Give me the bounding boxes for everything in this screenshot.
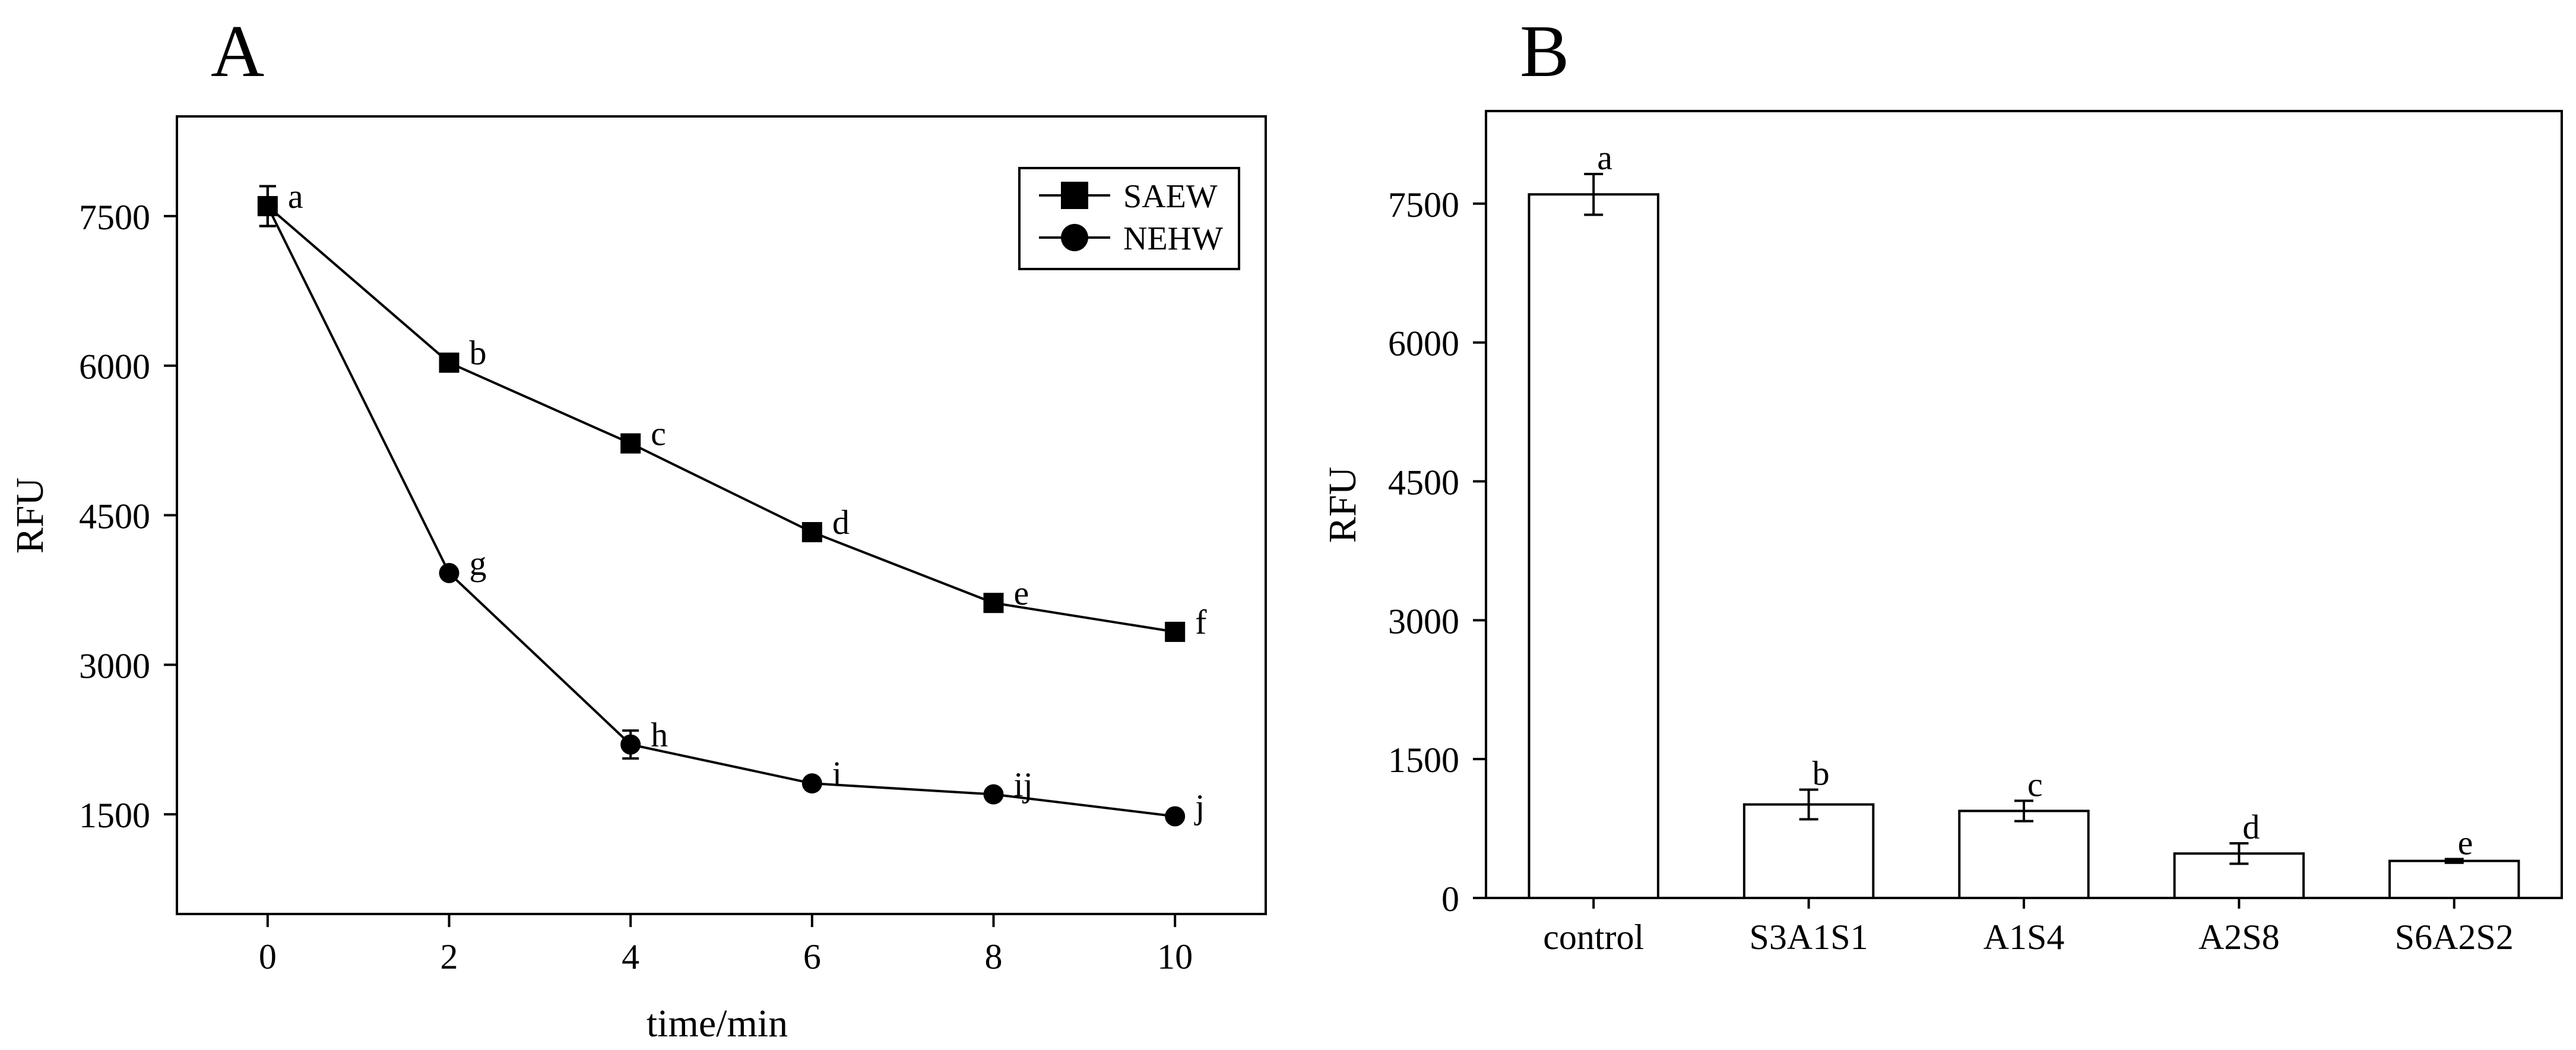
saew-series-line <box>267 205 1175 633</box>
y-tick-label: 3000 <box>1388 602 1459 641</box>
saew-point <box>439 352 460 373</box>
saew-significance-label: b <box>470 334 487 372</box>
nehw-point <box>1165 806 1186 827</box>
significance-label: c <box>2027 765 2043 804</box>
x-tick-label: 0 <box>259 937 277 976</box>
nehw-series-line <box>267 205 1175 818</box>
significance-label: e <box>2458 824 2473 862</box>
panel-b-y-axis-label: RFU <box>1321 467 1364 543</box>
y-tick-label: 3000 <box>79 646 150 685</box>
bar-s6a2s2 <box>2388 859 2520 900</box>
bar-control <box>1528 193 1659 900</box>
y-tick-label: 4500 <box>1388 463 1459 502</box>
legend-saew-label: SAEW <box>1123 178 1218 215</box>
saew-significance-label: e <box>1014 574 1029 612</box>
y-tick-label: 7500 <box>79 198 150 237</box>
significance-label: a <box>1597 138 1612 177</box>
y-tick-label: 6000 <box>1388 324 1459 363</box>
significance-label: d <box>2242 808 2260 846</box>
nehw-point <box>983 784 1004 805</box>
y-tick-label: 1500 <box>79 796 150 835</box>
x-tick-label: 8 <box>985 937 1003 976</box>
saew-point <box>801 522 822 543</box>
y-tick-label: 0 <box>1441 880 1459 919</box>
saew-point <box>1165 621 1186 642</box>
panel-a-y-ticks: 1500 3000 4500 6000 7500 <box>79 198 177 835</box>
panel-a-legend[interactable]: SAEW NEHW <box>1018 167 1240 270</box>
legend-nehw-label: NEHW <box>1123 220 1223 257</box>
y-tick-label: 6000 <box>79 347 150 387</box>
x-tick-label: 2 <box>441 937 458 976</box>
x-tick-label: S6A2S2 <box>2395 918 2514 957</box>
saew-significance-label: c <box>651 415 666 453</box>
panel-b-label: B <box>1520 11 1569 93</box>
nehw-point <box>439 562 460 583</box>
significance-label: b <box>1813 754 1830 793</box>
panel-a-x-axis-label: time/min <box>647 1002 788 1045</box>
panel-a-x-ticks: 0 2 4 6 8 10 <box>259 914 1193 976</box>
x-tick-label: control <box>1543 918 1644 957</box>
x-tick-label: A2S8 <box>2198 918 2280 957</box>
nehw-significance-label: i <box>832 754 842 793</box>
panel-b-y-ticks: 0 1500 3000 4500 6000 7500 <box>1388 185 1486 919</box>
saew-point <box>983 593 1004 613</box>
x-tick-label: S3A1S1 <box>1750 918 1868 957</box>
legend-nehw-marker <box>1061 224 1088 251</box>
panel-a-label: A <box>211 11 264 93</box>
nehw-point <box>620 734 641 755</box>
nehw-significance-label: h <box>651 716 668 754</box>
legend-saew-marker <box>1061 182 1088 209</box>
nehw-point <box>257 196 278 217</box>
nehw-significance-label: g <box>470 544 487 583</box>
x-tick-label: A1S4 <box>1984 918 2065 957</box>
saew-significance-label: f <box>1195 603 1207 641</box>
x-tick-label: 6 <box>803 937 821 976</box>
y-tick-label: 7500 <box>1388 185 1459 224</box>
panel-b-bar-chart: B 0 1500 3000 4500 6000 7500 RFU control a S3A1… <box>1321 11 2563 957</box>
nehw-significance-label: j <box>1194 787 1205 826</box>
y-tick-label: 1500 <box>1388 741 1459 780</box>
bar-a1s4 <box>1958 809 2090 899</box>
x-tick-label: 10 <box>1157 937 1193 976</box>
y-tick-label: 4500 <box>79 497 150 536</box>
panel-a-y-axis-label: RFU <box>8 477 52 554</box>
nehw-point <box>801 773 822 794</box>
legend-box <box>1018 167 1240 270</box>
saew-significance-label: a <box>288 177 303 216</box>
panel-b-bars: control a S3A1S1 b A1S4 c A2S8 d S6A2S2 e <box>1528 138 2520 957</box>
x-tick-label: 4 <box>622 937 639 976</box>
panel-a-line-chart: A 1500 3000 4500 6000 7500 0 2 4 6 8 10 RFU time/… <box>8 11 1267 1045</box>
saew-point <box>620 433 641 454</box>
nehw-significance-label: ij <box>1014 766 1033 804</box>
saew-significance-label: d <box>832 503 850 542</box>
panel-a-series: a b c d e f g h i ij j <box>257 177 1207 827</box>
